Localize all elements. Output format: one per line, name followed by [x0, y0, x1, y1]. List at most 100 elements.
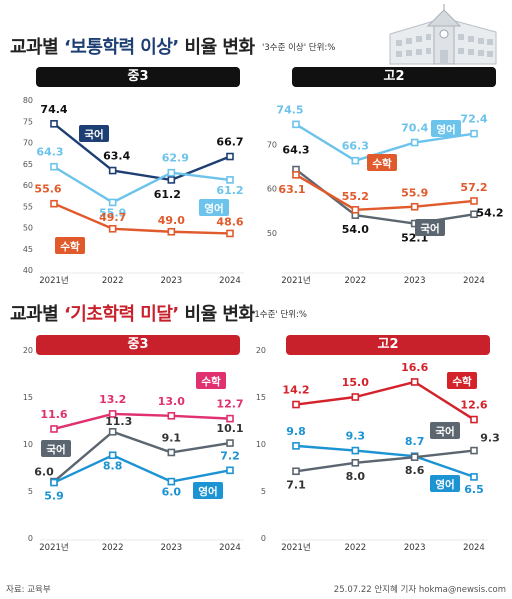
data-point: [108, 198, 117, 207]
data-point: [292, 442, 300, 450]
data-label: 49.7: [99, 211, 126, 224]
data-point: [108, 451, 117, 460]
data-label: 6.0: [34, 466, 54, 479]
data-point: [167, 168, 176, 177]
y-tick-label: 0: [28, 534, 33, 543]
y-tick-label: 20: [256, 346, 266, 355]
section2-title-prefix: 교과별: [10, 304, 64, 325]
data-label: 55.6: [34, 183, 61, 196]
series-tag-label: 영어: [435, 478, 454, 491]
section1-title-highlight: ‘보통학력 이상’: [63, 37, 179, 58]
data-point: [50, 162, 58, 171]
data-point: [351, 393, 360, 401]
y-tick-label: 50: [23, 224, 33, 233]
x-tick-label: 2021년: [39, 542, 68, 553]
y-tick-label: 10: [256, 440, 266, 449]
section2-title-highlight: ‘기초학력 미달’: [63, 304, 179, 325]
data-label: 48.6: [216, 215, 243, 228]
data-point: [410, 138, 419, 147]
data-label: 66.7: [216, 136, 243, 149]
y-tick-label: 80: [23, 96, 33, 105]
series-line-수학: [295, 380, 475, 421]
data-point: [226, 414, 234, 423]
series-line-국어: [53, 430, 231, 483]
data-label: 15.0: [342, 376, 369, 389]
series-tag-label: 국어: [46, 443, 65, 456]
series-tag-label: 영어: [204, 202, 223, 215]
data-label: 8.7: [405, 435, 425, 448]
data-label: 9.1: [162, 431, 182, 444]
series-tag-box: [430, 475, 460, 492]
data-label: 7.1: [286, 478, 306, 491]
series-tag-box: [196, 372, 226, 389]
series-tag-box: [199, 199, 229, 216]
data-label: 70.4: [401, 122, 428, 135]
series-tag-label: 영어: [198, 485, 217, 498]
data-point: [470, 473, 478, 481]
data-label: 10.1: [216, 422, 243, 435]
data-point: [292, 120, 300, 129]
data-point: [470, 446, 478, 455]
data-point: [50, 478, 58, 487]
section1-unit: '3수준 이상' 단위:%: [262, 43, 336, 53]
series-tag-label: 영어: [436, 123, 455, 136]
data-point: [470, 129, 478, 138]
data-point: [167, 176, 176, 184]
data-label: 5.9: [44, 490, 64, 503]
data-point: [50, 199, 58, 208]
data-label: 72.4: [460, 113, 487, 126]
series-tag-box: [447, 372, 477, 389]
y-tick-label: 70: [267, 140, 277, 149]
x-tick-label: 2024: [219, 276, 241, 286]
data-label: 12.6: [460, 399, 487, 412]
section2-unit: '1수준' 단위:%: [252, 310, 308, 320]
data-label: 55.9: [401, 187, 428, 200]
data-label: 13.0: [158, 395, 185, 408]
data-point: [470, 415, 478, 424]
series-line-수학: [53, 202, 231, 235]
data-point: [292, 467, 300, 476]
y-tick-label: 5: [28, 487, 33, 496]
data-point: [226, 439, 234, 447]
y-tick-label: 15: [256, 393, 266, 402]
section2-title: 교과별 ‘기초학력 미달’ 비율 변화: [10, 300, 255, 326]
data-point: [108, 410, 117, 418]
data-point: [292, 171, 300, 179]
series-line-영어: [295, 444, 475, 479]
y-tick-label: 75: [23, 117, 33, 126]
x-tick-label: 2022: [102, 543, 124, 553]
y-tick-label: 70: [23, 139, 33, 148]
x-tick-label: 2024: [463, 543, 485, 553]
series-line-영어: [53, 454, 231, 484]
series-tag-box: [41, 440, 71, 457]
data-label: 11.6: [40, 408, 67, 421]
data-label: 9.3: [346, 430, 366, 443]
series-tag-label: 수학: [60, 240, 80, 253]
series-tag-label: 국어: [435, 425, 454, 438]
data-label: 9.3: [480, 432, 500, 445]
data-label: 12.7: [216, 398, 243, 411]
x-tick-label: 2021년: [39, 275, 68, 286]
x-tick-label: 2022: [345, 276, 367, 286]
y-tick-label: 60: [23, 181, 33, 190]
data-point: [410, 202, 419, 211]
data-label: 55.9: [99, 206, 126, 219]
y-tick-label: 10: [23, 440, 33, 449]
data-label: 63.4: [103, 150, 130, 163]
series-line-수학: [53, 412, 231, 431]
data-label: 63.1: [278, 183, 305, 196]
data-label: 57.2: [460, 181, 487, 194]
data-point: [226, 466, 234, 475]
data-point: [108, 224, 117, 233]
data-point: [50, 120, 58, 128]
series-tag-label: 수학: [452, 375, 472, 388]
series-tag-box: [430, 422, 460, 439]
series-tag-label: 국어: [84, 128, 103, 141]
data-point: [108, 166, 117, 175]
data-label: 62.9: [162, 152, 189, 165]
x-tick-label: 2023: [161, 276, 183, 286]
data-point: [226, 152, 234, 161]
series-line-국어: [295, 168, 475, 225]
data-point: [167, 477, 176, 486]
